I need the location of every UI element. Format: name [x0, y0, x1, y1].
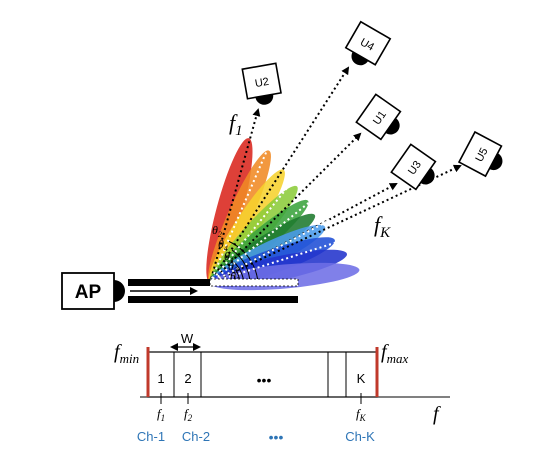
freq-label-f1: f1 [157, 406, 165, 423]
access-point: AP [61, 272, 125, 310]
user-u5-label: U5 [473, 146, 490, 164]
waveguide-antenna [128, 278, 299, 303]
user-u1: U1 [355, 93, 402, 141]
ap-antenna-icon [114, 280, 125, 302]
angle-label-theta3: θ3 [228, 259, 238, 275]
width-label: W [181, 331, 194, 346]
channel-number-K: K [357, 371, 366, 386]
freq-label-fK: fK [356, 406, 367, 423]
fmax-label: fmax [381, 341, 408, 366]
fmin-label: fmin [114, 341, 139, 366]
channel-name-1: Ch-1 [137, 429, 165, 444]
band-box [147, 351, 378, 398]
axis-label-f: f [433, 403, 441, 425]
user-u5: U5 [457, 130, 503, 178]
angle-label-theta2: θ2 [212, 223, 222, 239]
channel-name-2: Ch-2 [182, 429, 210, 444]
angle-label-theta4: θ4 [218, 237, 228, 253]
beam-label-f1: f1 [229, 110, 243, 139]
channel-name-K: Ch-K [345, 429, 375, 444]
spectrum-diagram: W 1 2 K ••• fmin fmax f f1 f2 fK Ch-1 Ch… [114, 331, 450, 445]
channel-number-2: 2 [184, 371, 191, 386]
channel-number-1: 1 [157, 371, 164, 386]
user-u2: U2 [241, 62, 282, 105]
beam-label-fK: fK [374, 212, 391, 241]
channel-ellipsis: ••• [269, 429, 284, 445]
user-u2-label: U2 [254, 76, 270, 90]
band-ellipsis: ••• [257, 372, 272, 388]
user-u4: U4 [344, 20, 392, 66]
angle-label-theta1: θ1 [224, 249, 234, 265]
user-u3: U3 [390, 143, 437, 191]
ap-label: AP [75, 282, 102, 303]
freq-label-f2: f2 [184, 406, 193, 423]
